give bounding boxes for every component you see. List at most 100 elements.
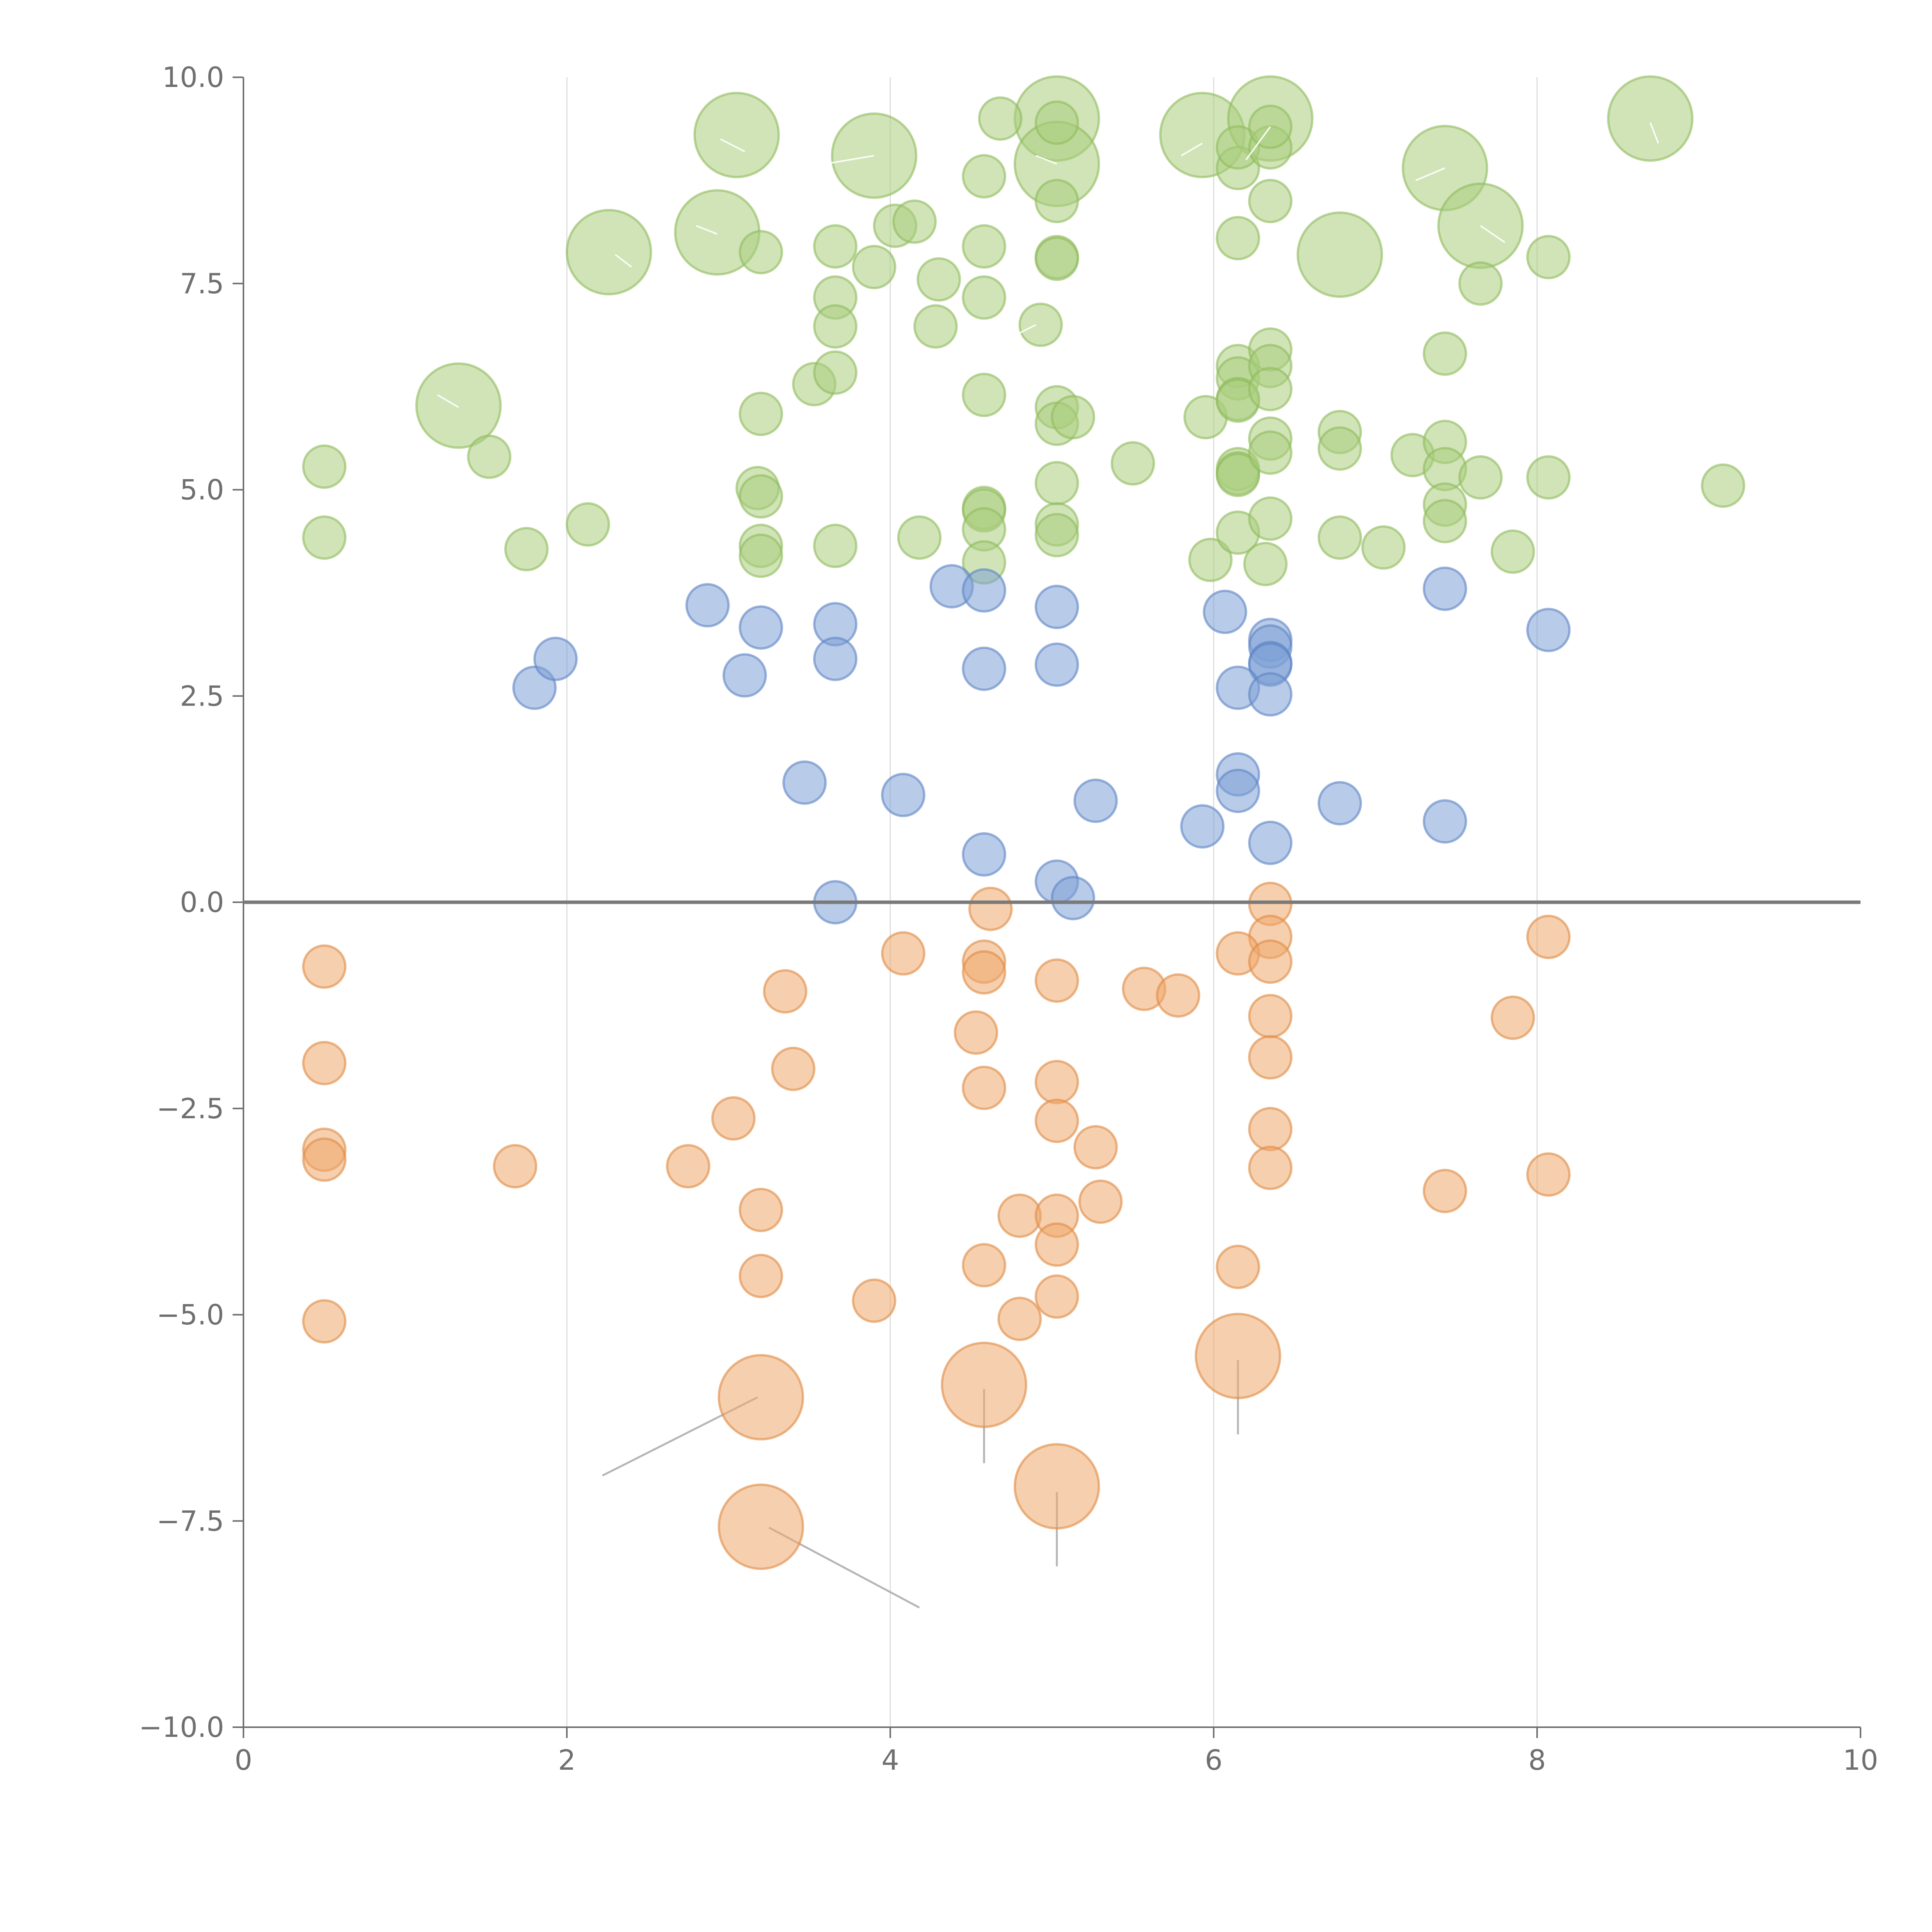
y-tick-label-4: 0.0 [180, 886, 224, 918]
blue-bubble-4 [738, 605, 783, 650]
orange-bubble-28 [493, 1144, 537, 1189]
green-bubble-13 [978, 96, 1023, 141]
orange-bubble-21 [1034, 1060, 1079, 1104]
orange-bubble-5 [881, 931, 925, 976]
green-leader-line-11 [1019, 324, 1036, 334]
orange-bubble-43 [302, 1299, 347, 1344]
green-bubble-32 [1526, 235, 1571, 279]
green-bubble-82 [1243, 542, 1288, 587]
green-bubble-27 [1034, 236, 1079, 281]
green-leader-line-5 [1650, 122, 1659, 144]
orange-bubble-30 [1248, 1146, 1293, 1190]
y-tick-label-0: 10.0 [162, 61, 224, 94]
orange-bubble-27 [302, 1137, 347, 1182]
green-bubble-86 [1361, 525, 1406, 570]
orange-bubble-9 [1248, 939, 1293, 984]
blue-bubble-8 [962, 568, 1007, 613]
x-tick-label-2: 4 [881, 1744, 899, 1776]
green-bubble-15 [962, 154, 1007, 199]
orange-bubble-25 [1248, 1107, 1293, 1151]
green-bubble-74 [1188, 537, 1233, 582]
green-bubble-81 [1248, 496, 1293, 541]
orange-bubble-20 [962, 1066, 1007, 1110]
blue-bubble-27 [1248, 820, 1293, 865]
green-leader-line-8 [615, 254, 632, 268]
green-bubble-42 [738, 391, 783, 436]
green-leader-line-0 [720, 138, 745, 152]
green-bubble-41 [962, 372, 1007, 417]
orange-bubble-38 [738, 1253, 783, 1298]
green-bubble-59 [566, 502, 610, 547]
blue-bubble-24 [1180, 804, 1225, 849]
orange-bubble-4 [302, 944, 347, 989]
blue-bubble-1 [533, 636, 578, 681]
orange-bubble-29 [666, 1144, 711, 1189]
blue-bubble-2 [685, 583, 730, 628]
blue-bubble-9 [962, 646, 1007, 691]
blue-bubble-32 [1051, 876, 1095, 920]
orange-bubble-48 [1014, 1443, 1100, 1530]
orange-bubble-42 [1034, 1274, 1079, 1319]
orange-bubble-23 [1034, 1099, 1079, 1143]
green-bubble-70 [1034, 461, 1079, 505]
green-bubble-84 [1318, 426, 1362, 471]
green-leader-line-6 [1415, 167, 1446, 181]
green-bubble-64 [813, 524, 858, 568]
green-bubble-57 [302, 515, 347, 560]
orange-bubble-0 [968, 886, 1013, 931]
green-bubble-23 [813, 224, 858, 269]
y-tick-label-6: −5.0 [156, 1299, 224, 1331]
blue-bubble-28 [1318, 781, 1362, 826]
green-bubble-95 [1701, 463, 1745, 508]
orange-bubble-46 [940, 1342, 1027, 1428]
green-leader-line-2 [1035, 155, 1057, 165]
green-bubble-58 [504, 527, 549, 571]
blue-bubble-11 [1034, 642, 1079, 687]
orange-bubble-22 [711, 1096, 756, 1141]
y-tick-label-1: 7.5 [180, 267, 224, 300]
blue-bubble-30 [962, 832, 1007, 877]
bubble-layer [302, 75, 1745, 1570]
blue-bubble-6 [813, 636, 858, 681]
green-bubble-53 [1248, 367, 1293, 412]
orange-bubble-47 [718, 1354, 804, 1440]
green-bubble-91 [1423, 499, 1467, 543]
x-tick-label-0: 0 [235, 1744, 252, 1776]
green-bubble-12 [415, 362, 502, 449]
green-leader-line-7 [696, 225, 718, 235]
green-bubble-85 [1318, 515, 1362, 560]
orange-bubble-3 [1526, 915, 1571, 959]
blue-bubble-12 [1202, 590, 1247, 634]
green-bubble-30 [1034, 179, 1079, 223]
green-bubble-80 [1248, 430, 1293, 475]
orange-bubble-14 [954, 1010, 998, 1055]
decor-layer [437, 122, 1659, 408]
green-bubble-25 [962, 224, 1007, 269]
green-leader-line-3 [1181, 143, 1203, 156]
green-bubble-11 [1296, 211, 1383, 298]
x-tick-label-1: 2 [558, 1744, 576, 1776]
orange-bubble-41 [852, 1278, 896, 1323]
axis-layer: 0 2 4 6 8 10 10.0 7.5 5.0 2.5 0.0 −2.5 −5.0 −7.5 −10.0 [139, 61, 1878, 1776]
blue-bubble-29 [1423, 799, 1467, 844]
green-bubble-40 [813, 350, 858, 395]
green-bubble-9 [566, 209, 652, 296]
y-tick-label-5: −2.5 [156, 1092, 224, 1125]
green-bubble-63 [738, 533, 783, 578]
orange-bubble-32 [1078, 1179, 1123, 1224]
orange-bubble-44 [997, 1296, 1042, 1341]
green-bubble-14 [1034, 100, 1079, 145]
green-bubble-29 [1248, 179, 1293, 223]
green-bubble-92 [1458, 455, 1503, 500]
green-bubble-65 [897, 515, 942, 560]
green-bubble-38 [1018, 303, 1063, 347]
green-bubble-93 [1490, 529, 1535, 574]
green-bubble-77 [1216, 452, 1260, 497]
green-bubble-73 [1111, 441, 1155, 486]
green-bubble-56 [467, 434, 512, 479]
blue-bubble-3 [722, 653, 767, 698]
blue-bubble-19 [1423, 566, 1467, 611]
green-bubble-19 [1248, 104, 1293, 149]
